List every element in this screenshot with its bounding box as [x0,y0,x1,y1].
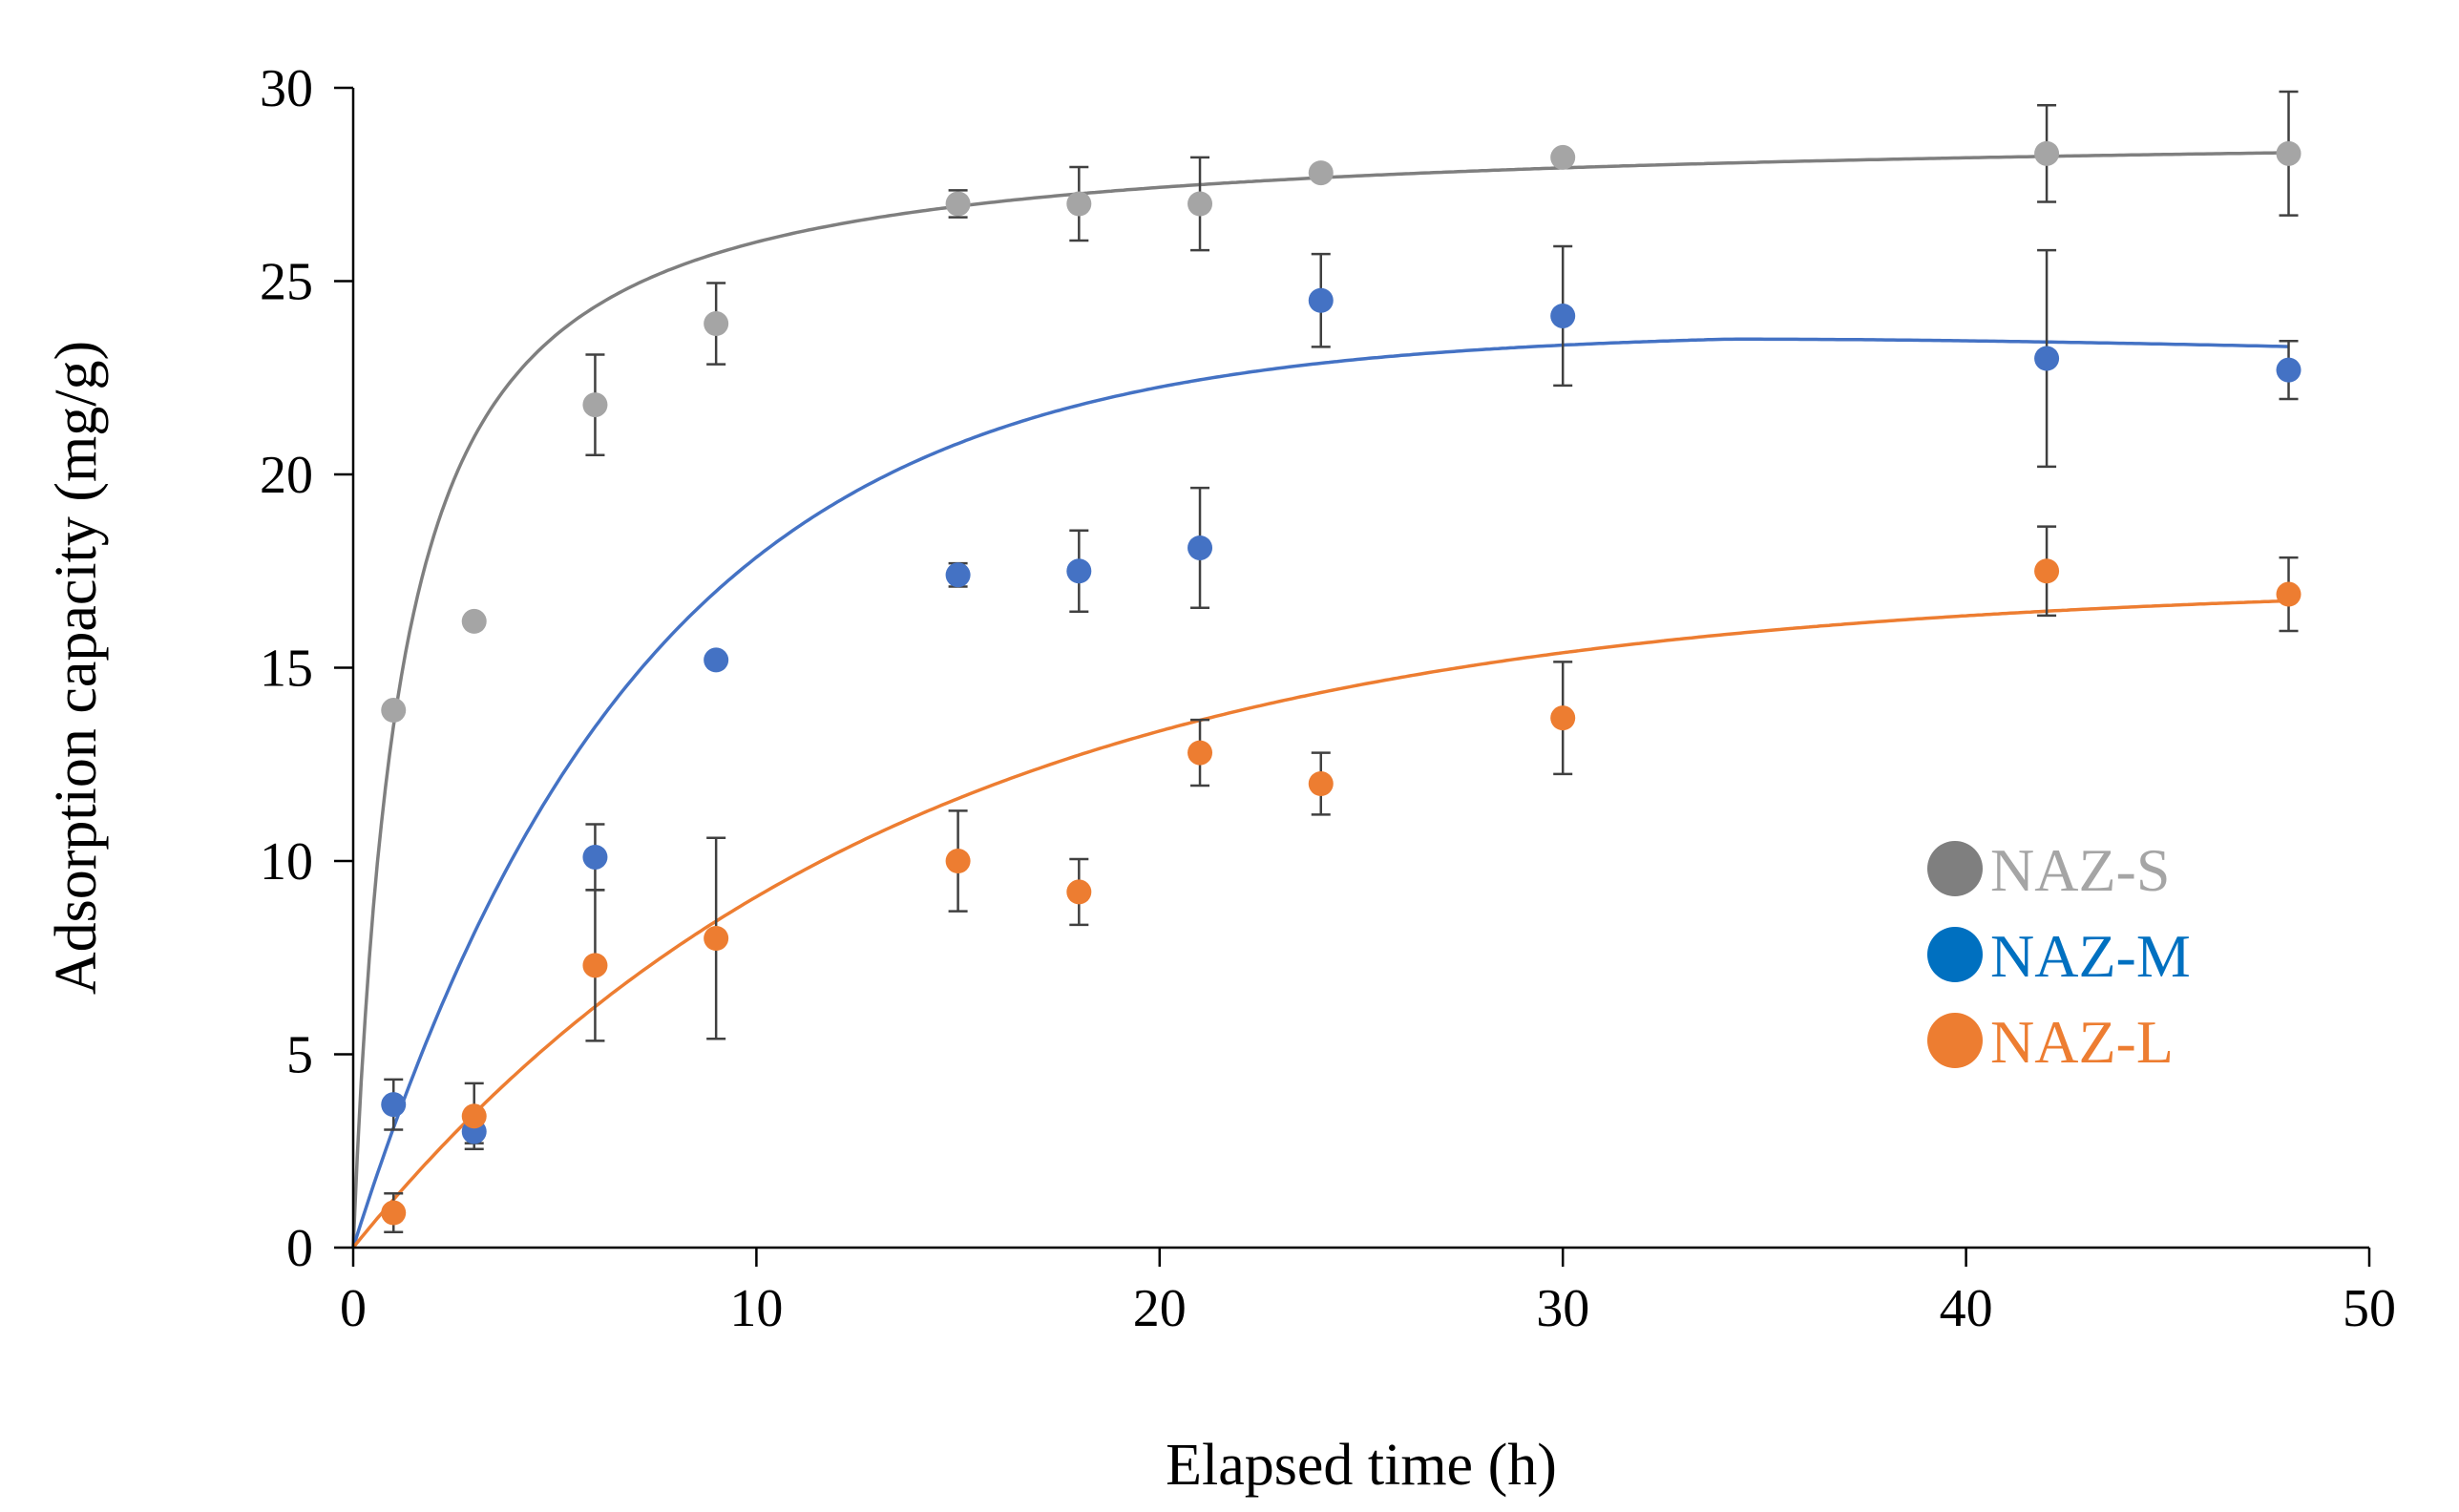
axes: 0 5 10 15 20 25 30 0 10 20 30 40 50 [260,59,2396,1338]
data-point-naz-m [1066,558,1092,584]
legend-label-naz-s: NAZ-S [1990,836,2170,904]
y-tick-label: 15 [260,640,313,699]
data-point-naz-m [1308,287,1334,313]
data-points [381,140,2301,1226]
data-point-naz-l [704,926,729,951]
x-tick-label: 40 [1940,1279,1993,1338]
data-point-naz-s [1550,144,1576,170]
data-point-naz-m [2034,346,2060,371]
x-tick-label: 10 [729,1279,783,1338]
legend-marker-naz-s [1927,841,1983,896]
data-point-naz-s [2276,140,2301,166]
fit-curve-naz-m [351,337,2289,1249]
data-point-naz-s [2034,140,2060,166]
data-point-naz-m [1187,535,1213,560]
data-point-naz-l [2276,581,2301,607]
data-point-naz-s [381,698,407,724]
y-axis-title: Adsorption capacity (mg/g) [44,341,109,995]
data-point-naz-l [381,1200,407,1226]
data-point-naz-m [945,562,971,588]
y-tick-label: 10 [260,832,313,892]
data-point-naz-s [1187,191,1213,217]
data-point-naz-s [704,311,729,337]
data-point-naz-l [1066,879,1092,905]
data-point-naz-s [582,392,608,418]
data-point-naz-m [2276,357,2301,383]
y-tick-label: 20 [260,446,313,505]
data-point-naz-l [1187,740,1213,766]
data-point-naz-l [1550,705,1576,731]
legend-marker-naz-l [1927,1013,1983,1068]
legend-marker-naz-m [1927,927,1983,982]
x-tick-label: 30 [1536,1279,1589,1338]
x-tick-label: 0 [340,1279,367,1338]
data-point-naz-m [704,647,729,673]
fit-curve-naz-l [351,598,2289,1250]
data-point-naz-l [582,953,608,978]
data-point-naz-m [582,844,608,870]
y-tick-label: 0 [286,1219,313,1278]
data-point-naz-l [461,1103,487,1129]
data-point-naz-s [945,191,971,217]
data-point-naz-m [381,1092,407,1118]
data-point-naz-l [1308,771,1334,796]
x-tick-label: 50 [2343,1279,2396,1338]
y-tick-label: 5 [286,1026,313,1085]
x-tick-label: 20 [1133,1279,1187,1338]
data-point-naz-s [461,608,487,634]
y-tick-label: 30 [260,59,313,118]
x-axis-title: Elapsed time (h) [1166,1433,1557,1498]
legend-label-naz-m: NAZ-M [1990,922,2191,990]
legend-label-naz-l: NAZ-L [1990,1008,2174,1076]
data-point-naz-l [945,849,971,873]
data-point-naz-m [1550,303,1576,328]
data-point-naz-l [2034,558,2060,584]
y-tick-label: 25 [260,253,313,312]
data-point-naz-s [1066,191,1092,217]
data-point-naz-s [1308,160,1334,186]
legend: NAZ-S NAZ-M NAZ-L [1927,836,2191,1076]
